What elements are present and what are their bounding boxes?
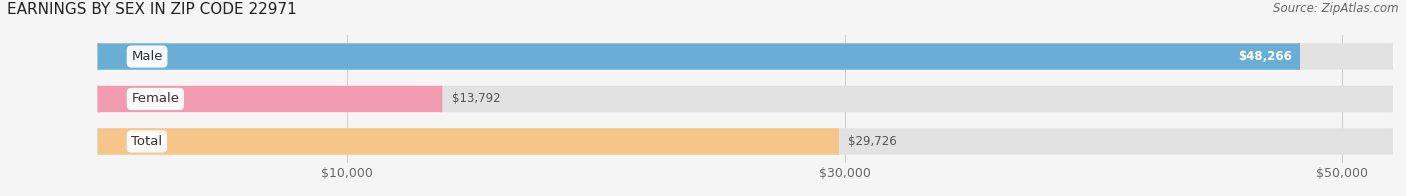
Text: Total: Total	[131, 135, 163, 148]
FancyBboxPatch shape	[98, 43, 1299, 70]
Text: $13,792: $13,792	[453, 93, 501, 105]
Text: Source: ZipAtlas.com: Source: ZipAtlas.com	[1274, 2, 1399, 15]
FancyBboxPatch shape	[98, 86, 1392, 112]
Text: Male: Male	[131, 50, 163, 63]
Text: $29,726: $29,726	[848, 135, 897, 148]
FancyBboxPatch shape	[98, 128, 1392, 155]
FancyBboxPatch shape	[98, 86, 441, 112]
Text: Female: Female	[131, 93, 180, 105]
Text: EARNINGS BY SEX IN ZIP CODE 22971: EARNINGS BY SEX IN ZIP CODE 22971	[7, 2, 297, 17]
FancyBboxPatch shape	[98, 43, 1392, 70]
FancyBboxPatch shape	[98, 128, 838, 155]
Text: $48,266: $48,266	[1239, 50, 1292, 63]
